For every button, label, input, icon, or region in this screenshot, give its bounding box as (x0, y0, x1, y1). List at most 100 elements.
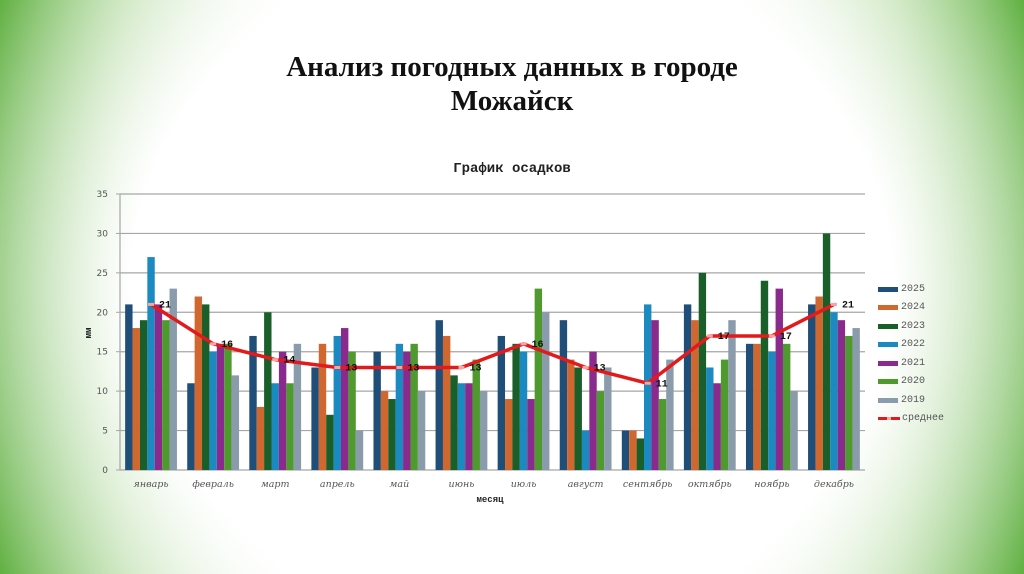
legend-label: 2024 (901, 302, 926, 314)
bar-2023 (388, 399, 396, 470)
y-tick-label: 25 (97, 269, 108, 279)
bar-2019 (790, 391, 798, 470)
bar-2024 (194, 296, 203, 470)
bar-2021 (154, 304, 163, 470)
x-tick-label: декабрь (814, 479, 854, 490)
slide-title-line1: Анализ погодных данных в городе (286, 51, 738, 83)
average-marker (520, 342, 527, 346)
x-tick-label: январь (134, 479, 169, 490)
bar-2019 (355, 430, 364, 470)
bar-2020 (596, 391, 605, 470)
legend-label: среднее (902, 413, 945, 425)
legend-swatch (878, 305, 898, 311)
legend-label: 2019 (901, 394, 926, 406)
bar-2020 (720, 359, 729, 470)
bar-2025 (683, 304, 692, 470)
average-marker (582, 365, 589, 369)
average-marker (396, 365, 403, 369)
average-data-label: 16 (532, 340, 544, 351)
y-axis-ticks: 0 5 10 15 20 25 30 35 (97, 190, 109, 476)
average-marker (334, 365, 341, 369)
average-data-label: 11 (656, 379, 668, 390)
slide-title: Анализ погодных данных в городе Можайск (0, 50, 1024, 118)
y-tick-label: 10 (97, 387, 109, 397)
gridlines (116, 193, 865, 471)
x-tick-label: июнь (448, 479, 474, 490)
y-tick-label: 30 (97, 229, 109, 239)
bar-2023 (202, 304, 210, 470)
bar-2019 (169, 288, 177, 470)
average-line: 21 16 14 13 13 13 16 13 11 17 17 21 (148, 300, 854, 390)
bar-2022 (768, 351, 776, 470)
bar-2025 (125, 304, 133, 470)
legend-label: 2022 (901, 339, 926, 351)
bar-2021 (278, 351, 287, 470)
bar-2022 (519, 351, 528, 470)
bar-2022 (209, 351, 217, 470)
bar-2025 (311, 367, 319, 470)
y-tick-label: 20 (97, 308, 109, 318)
bar-2022 (830, 312, 838, 470)
bar-2023 (636, 438, 645, 470)
bar-2022 (271, 383, 279, 470)
bar-2025 (497, 335, 506, 470)
bar-2025 (621, 430, 630, 470)
bar-2023 (512, 343, 520, 470)
bar-2019 (231, 375, 240, 470)
average-data-label: 16 (221, 340, 233, 351)
legend-item-2021: 2021 (878, 354, 944, 373)
bar-2025 (808, 304, 816, 470)
bar-series (125, 233, 860, 470)
bar-2022 (333, 335, 341, 470)
average-data-label: 13 (469, 363, 481, 374)
bar-2020 (472, 359, 480, 470)
legend-label: 2023 (901, 320, 926, 332)
average-marker (458, 365, 465, 369)
legend-swatch (878, 379, 898, 385)
bar-2023 (264, 312, 272, 470)
bar-2022 (581, 430, 590, 470)
slide-title-line2: Можайск (450, 85, 574, 117)
legend-item-2025: 2025 (878, 280, 944, 299)
bar-2021 (713, 383, 721, 470)
bar-2025 (249, 335, 257, 470)
bar-2024 (629, 430, 637, 470)
bar-2021 (340, 328, 349, 470)
legend-item-2019: 2019 (878, 391, 944, 410)
bar-2021 (527, 399, 535, 470)
x-tick-label: сентябрь (623, 479, 673, 490)
x-tick-label: ноябрь (754, 479, 789, 490)
average-marker (272, 358, 279, 362)
x-axis-title: месяц (476, 495, 504, 505)
legend-swatch (878, 286, 898, 292)
legend-swatch (878, 342, 898, 348)
legend-swatch (878, 323, 898, 329)
bar-2023 (450, 375, 458, 470)
bar-2023 (822, 233, 831, 470)
average-marker (768, 334, 775, 338)
y-tick-label: 0 (102, 466, 108, 476)
average-data-label: 21 (842, 300, 854, 311)
bar-2022 (644, 304, 652, 470)
average-data-label: 13 (407, 363, 419, 374)
legend-line-swatch (878, 417, 900, 421)
bar-2019 (604, 367, 612, 470)
bar-2025 (187, 383, 195, 470)
legend-label: 2020 (901, 376, 926, 388)
average-data-label: 17 (718, 332, 730, 343)
x-tick-label: апрель (320, 479, 355, 490)
y-tick-label: 5 (102, 427, 108, 437)
bar-2022 (395, 343, 404, 470)
average-polyline (150, 302, 835, 386)
bar-2019 (479, 391, 488, 470)
bar-2021 (837, 320, 846, 470)
average-data-label: 21 (159, 300, 171, 311)
bar-2020 (782, 343, 791, 470)
bar-2023 (139, 320, 148, 470)
average-marker (830, 302, 837, 306)
x-tick-label: июль (511, 479, 537, 490)
average-data-label: 17 (780, 332, 792, 343)
average-data-label: 13 (594, 363, 606, 374)
